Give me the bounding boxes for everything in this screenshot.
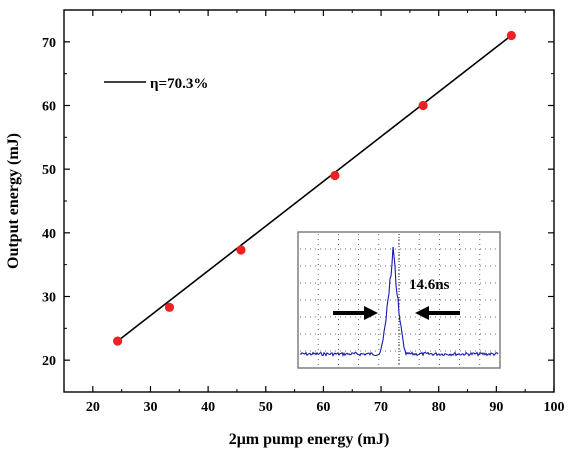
data-point (418, 100, 428, 111)
y-axis: 20 30 40 50 60 70 (42, 9, 554, 393)
data-point (164, 302, 175, 312)
y-tick-label: 30 (42, 291, 56, 306)
legend-label: η=70.3% (150, 76, 208, 92)
x-tick-label: 40 (201, 400, 215, 415)
y-tick-label: 50 (42, 163, 56, 178)
x-tick-label: 80 (432, 400, 446, 415)
y-tick-label: 60 (42, 100, 56, 115)
data-point (330, 170, 340, 181)
y-tick-label: 20 (42, 354, 56, 369)
y-tick-label: 70 (42, 36, 56, 51)
data-point (236, 245, 246, 255)
x-tick-label: 100 (544, 400, 565, 415)
data-point (506, 30, 516, 41)
inset-arrow-right-pointing (364, 306, 378, 320)
inset-arrow-left-pointing (415, 306, 429, 320)
inset-pulse-width-label: 14.6ns (409, 277, 450, 293)
y-tick-label: 40 (42, 227, 56, 242)
x-tick-label: 60 (316, 400, 330, 415)
fit-line (117, 34, 512, 342)
data-point (113, 336, 123, 346)
x-axis-title: 2μm pump energy (mJ) (229, 431, 390, 448)
x-tick-label: 90 (489, 400, 503, 415)
x-tick-label: 50 (259, 400, 273, 415)
x-tick-label: 70 (374, 400, 388, 415)
x-tick-label: 20 (86, 400, 100, 415)
legend: η=70.3% (104, 76, 208, 92)
inset-pulse-trace (299, 246, 499, 357)
series-layer (113, 30, 516, 346)
inset-oscilloscope: 14.6ns (297, 231, 501, 369)
y-axis-title: Output energy (mJ) (5, 133, 22, 269)
x-tick-label: 30 (143, 400, 157, 415)
x-axis: 20 30 40 50 60 70 80 90 100 (63, 10, 565, 415)
